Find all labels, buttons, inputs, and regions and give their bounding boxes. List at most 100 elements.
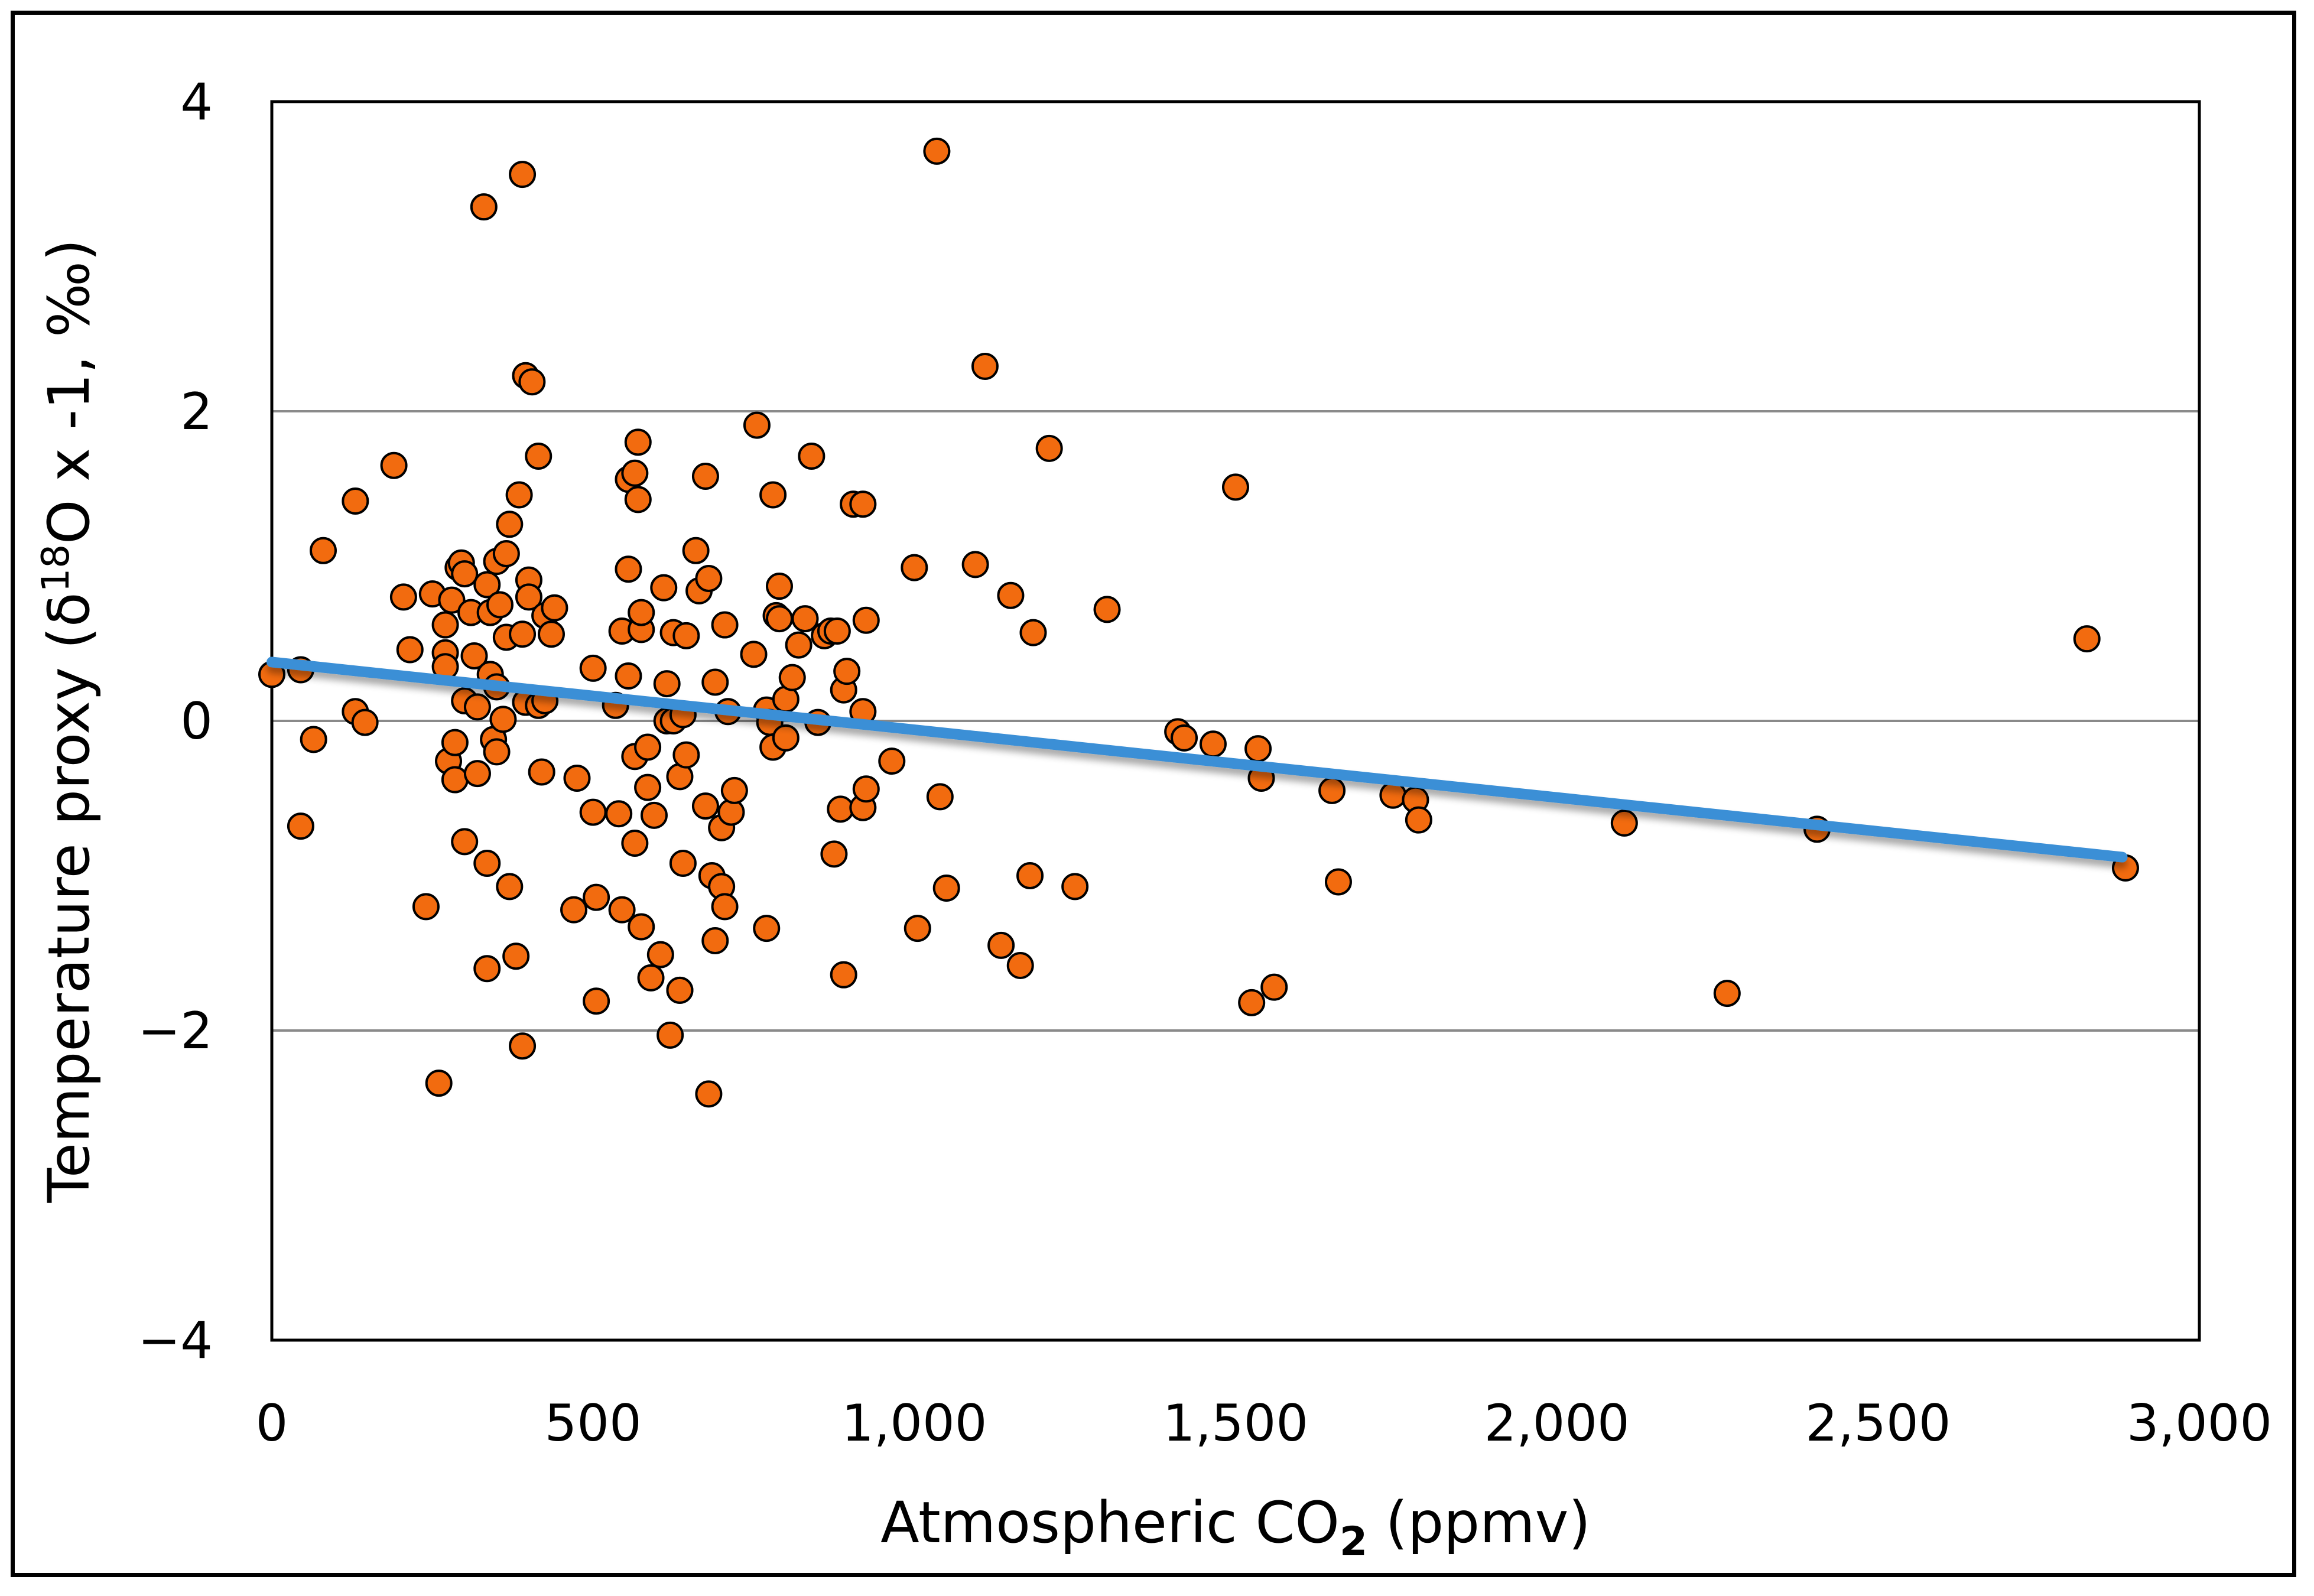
data-point-18 <box>438 586 466 614</box>
x-tick-labels: 0 500 1,000 1,500 2,000 2,500 3,000 <box>256 1394 2272 1453</box>
data-point-118 <box>740 641 768 668</box>
data-point-41 <box>489 706 517 733</box>
data-point-30 <box>470 193 498 221</box>
data-point-61 <box>537 620 565 648</box>
data-point-127 <box>765 573 793 600</box>
x-axis-title: Atmospheric CO2 (ppmv) <box>880 1490 1591 1565</box>
data-point-163 <box>1061 873 1089 901</box>
data-point-57 <box>525 442 552 470</box>
data-point-65 <box>579 654 607 682</box>
data-point-160 <box>1016 862 1044 889</box>
data-point-167 <box>1199 730 1227 758</box>
data-point-47 <box>505 481 533 509</box>
gridlines <box>272 410 2199 1032</box>
data-point-117 <box>720 776 748 804</box>
y-tick-label: −4 <box>138 1311 213 1370</box>
data-point-49 <box>509 161 537 188</box>
data-point-148 <box>852 606 880 634</box>
data-point-63 <box>560 896 588 924</box>
data-point-100 <box>672 741 700 769</box>
data-point-92 <box>656 1021 684 1049</box>
data-point-27 <box>460 642 488 669</box>
data-point-132 <box>791 605 819 633</box>
data-point-144 <box>849 490 877 518</box>
data-point-99 <box>669 850 697 877</box>
data-point-28 <box>463 760 491 788</box>
data-point-11 <box>412 893 440 921</box>
data-point-20 <box>441 766 469 794</box>
y-tick-label: 4 <box>180 73 213 132</box>
data-point-177 <box>1405 806 1432 834</box>
data-point-74 <box>615 555 642 583</box>
data-point-137 <box>820 840 848 868</box>
data-point-66 <box>579 798 607 826</box>
data-point-87 <box>640 801 668 829</box>
data-point-23 <box>451 560 479 588</box>
data-point-119 <box>743 411 771 439</box>
data-point-70 <box>605 800 633 828</box>
data-point-67 <box>583 883 610 911</box>
data-point-139 <box>827 795 854 823</box>
data-point-153 <box>926 783 954 811</box>
y-tick-label: 2 <box>180 382 213 441</box>
data-point-46 <box>502 942 530 970</box>
x-tick-label: 2,000 <box>1484 1394 1630 1453</box>
data-point-33 <box>473 850 501 877</box>
data-point-25 <box>451 828 479 856</box>
data-point-73 <box>615 662 642 690</box>
data-point-101 <box>672 622 700 649</box>
data-point-158 <box>997 581 1025 609</box>
y-tick-labels: −4 −2 0 2 4 <box>138 73 213 1370</box>
data-point-54 <box>515 583 542 611</box>
data-point-64 <box>563 764 591 792</box>
data-point-62 <box>541 594 568 622</box>
data-point-174 <box>1324 868 1352 896</box>
data-point-45 <box>496 873 524 901</box>
data-point-3 <box>300 726 327 753</box>
data-point-32 <box>473 955 501 983</box>
data-point-42 <box>492 540 520 568</box>
chart-frame <box>11 11 2296 1577</box>
data-point-85 <box>634 733 662 761</box>
data-point-91 <box>653 670 681 698</box>
data-point-130 <box>778 664 806 691</box>
data-point-40 <box>486 591 514 619</box>
data-point-179 <box>1713 980 1741 1007</box>
data-point-126 <box>765 605 793 633</box>
data-point-84 <box>634 773 662 801</box>
data-point-19 <box>441 729 469 756</box>
data-point-96 <box>666 976 694 1004</box>
x-tick-label: 3,000 <box>2127 1394 2272 1453</box>
data-point-79 <box>624 486 652 513</box>
data-point-157 <box>987 931 1015 959</box>
data-point-170 <box>1244 735 1272 763</box>
data-point-104 <box>691 463 719 490</box>
data-point-68 <box>583 987 610 1015</box>
data-point-83 <box>628 913 655 941</box>
data-point-154 <box>932 874 960 902</box>
data-point-147 <box>852 775 880 803</box>
data-point-77 <box>621 829 649 857</box>
data-point-123 <box>759 481 787 509</box>
data-point-168 <box>1222 473 1249 501</box>
data-point-114 <box>711 893 739 921</box>
data-point-181 <box>2073 625 2101 653</box>
data-point-164 <box>1093 596 1121 623</box>
trend-line <box>266 656 2128 863</box>
data-point-55 <box>518 368 546 396</box>
data-point-82 <box>628 599 655 626</box>
data-point-166 <box>1171 724 1198 752</box>
data-point-105 <box>691 792 719 820</box>
data-point-138 <box>823 617 851 645</box>
data-point-8 <box>380 451 408 479</box>
data-point-173 <box>1318 776 1346 804</box>
data-point-106 <box>695 564 723 592</box>
data-point-4 <box>309 537 337 564</box>
data-point-169 <box>1238 989 1266 1016</box>
data-point-159 <box>1006 951 1034 979</box>
data-point-172 <box>1260 973 1288 1001</box>
data-point-152 <box>923 137 951 165</box>
data-point-107 <box>695 1080 723 1108</box>
y-axis-title: Temperature proxy (δ18O x -1, ‰) <box>34 239 102 1204</box>
